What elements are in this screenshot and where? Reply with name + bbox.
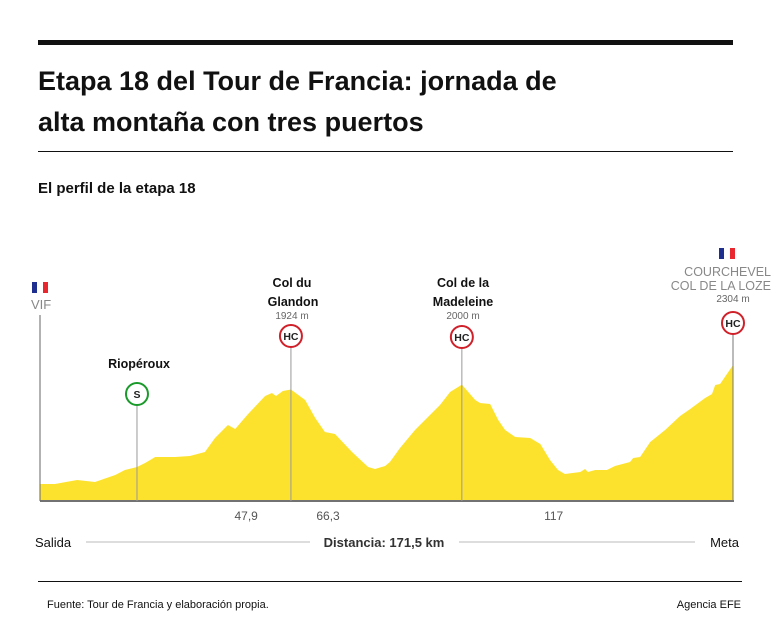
point-madeleine-name-2: Madeleine [433,295,493,309]
category-hc-badge: HC [449,325,474,349]
svg-text:HC: HC [454,332,470,344]
title-line-2: alta montaña con tres puertos [38,107,424,137]
finish-label: Meta [710,535,740,550]
svg-text:HC: HC [283,331,299,343]
category-hc-badge: HC [278,324,303,348]
finish-flag-icon [719,248,735,259]
source-note: Fuente: Tour de Francia y elaboración pr… [47,599,269,611]
category-hc-badge: HC [721,311,745,335]
elevation-profile-area [40,365,733,500]
point-glandon-altitude: 1924 m [275,311,308,322]
point-riopéroux-name: Riopéroux [108,357,170,371]
agency-credit: Agencia EFE [677,599,741,611]
finish-altitude: 2304 m [716,294,749,305]
start-label: Salida [35,535,72,550]
x-tick-label: 66,3 [316,509,340,523]
subtitle: El perfil de la etapa 18 [38,180,196,197]
x-tick-label: 117 [544,509,563,523]
top-rule [38,40,733,45]
point-glandon-name-1: Col du [273,276,312,290]
distance-label: Distancia: 171,5 km [324,535,445,550]
point-madeleine-altitude: 2000 m [446,311,479,322]
start-flag-icon [32,282,48,293]
finish-name-2: COL DE LA LOZE [671,279,771,293]
footer-divider [38,581,742,582]
title-divider [38,151,733,152]
finish-name-1: COURCHEVEL [684,265,771,279]
title-line-1: Etapa 18 del Tour de Francia: jornada de [38,66,557,96]
start-town-label: VIF [31,297,51,312]
svg-text:S: S [133,389,140,401]
category-s-badge: S [124,382,149,406]
point-glandon-name-2: Glandon [268,295,319,309]
svg-text:HC: HC [725,318,741,330]
point-madeleine-name-1: Col de la [437,276,490,290]
x-tick-label: 47,9 [234,509,258,523]
